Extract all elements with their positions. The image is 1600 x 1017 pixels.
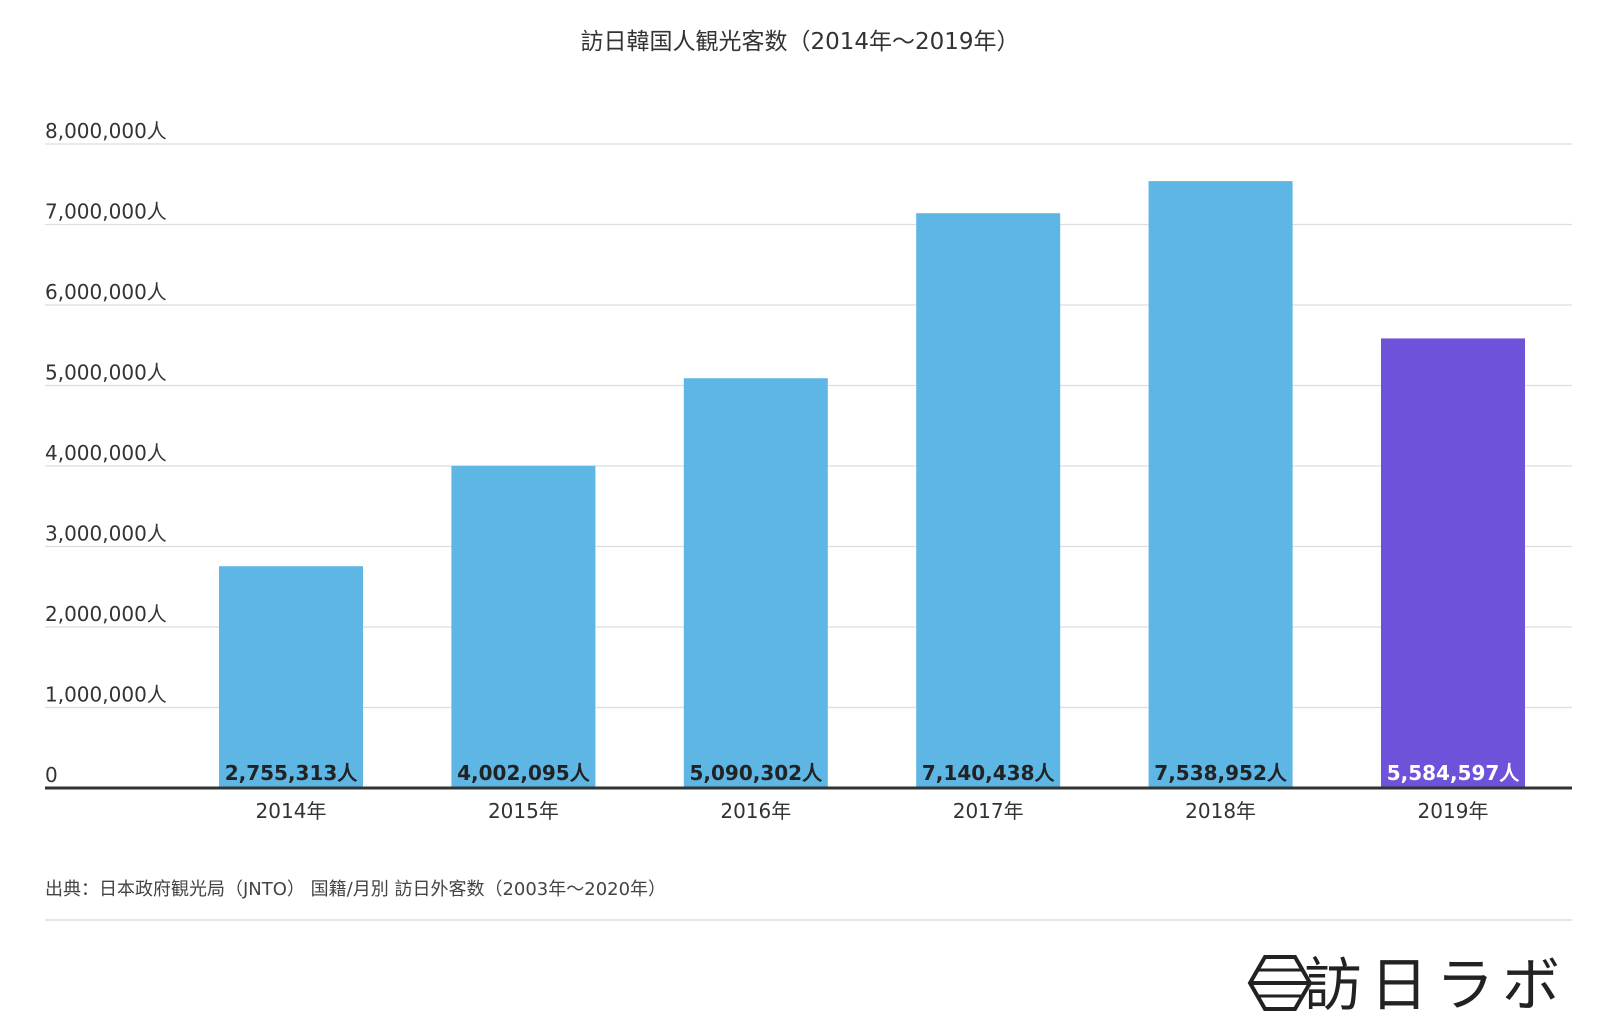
y-tick-label: 7,000,000人 — [45, 200, 167, 224]
bar — [1381, 338, 1525, 788]
source-note: 出典：日本政府観光局（JNTO） 国籍/月別 訪日外客数（2003年～2020年… — [45, 879, 666, 900]
chart-title: 訪日韓国人観光客数（2014年～2019年） — [580, 29, 1019, 55]
x-axis-ticks: 2014年 2015年 2016年 2017年 2018年 2019年 — [256, 799, 1489, 823]
x-tick-label: 2017年 — [953, 799, 1024, 823]
data-labels: 2,755,313人 4,002,095人 5,090,302人 7,140,438人… — [225, 761, 1521, 785]
bar — [451, 465, 596, 788]
x-tick-label: 2015年 — [488, 799, 559, 823]
x-tick-label: 2018年 — [1185, 799, 1256, 823]
logo: 訪日ラボ — [1247, 951, 1568, 1017]
hexagon-logo-icon — [1247, 955, 1313, 1011]
y-tick-label: 1,000,000人 — [45, 683, 167, 707]
bars — [219, 181, 1525, 788]
data-label: 2,755,313人 — [225, 761, 359, 785]
bar — [916, 213, 1061, 788]
y-axis-ticks: 0 1,000,000人 2,000,000人 3,000,000人 4,000,000… — [45, 119, 167, 787]
logo-text: 訪日ラボ — [1304, 951, 1568, 1017]
data-label: 5,584,597人 — [1387, 761, 1521, 785]
y-tick-label: 3,000,000人 — [45, 522, 167, 546]
bar — [683, 378, 828, 788]
data-label: 7,140,438人 — [922, 761, 1056, 785]
x-tick-label: 2016年 — [720, 799, 791, 823]
data-label: 7,538,952人 — [1154, 761, 1288, 785]
y-tick-label: 4,000,000人 — [45, 441, 167, 465]
y-tick-label: 6,000,000人 — [45, 280, 167, 304]
y-tick-label: 2,000,000人 — [45, 602, 167, 626]
y-tick-label: 8,000,000人 — [45, 119, 167, 143]
y-tick-label: 5,000,000人 — [45, 361, 167, 385]
y-tick-label: 0 — [45, 763, 58, 787]
x-tick-label: 2014年 — [256, 799, 327, 823]
bar — [219, 566, 363, 788]
x-tick-label: 2019年 — [1418, 799, 1489, 823]
bar — [1148, 181, 1293, 788]
data-label: 4,002,095人 — [457, 761, 591, 785]
data-label: 5,090,302人 — [689, 761, 823, 785]
